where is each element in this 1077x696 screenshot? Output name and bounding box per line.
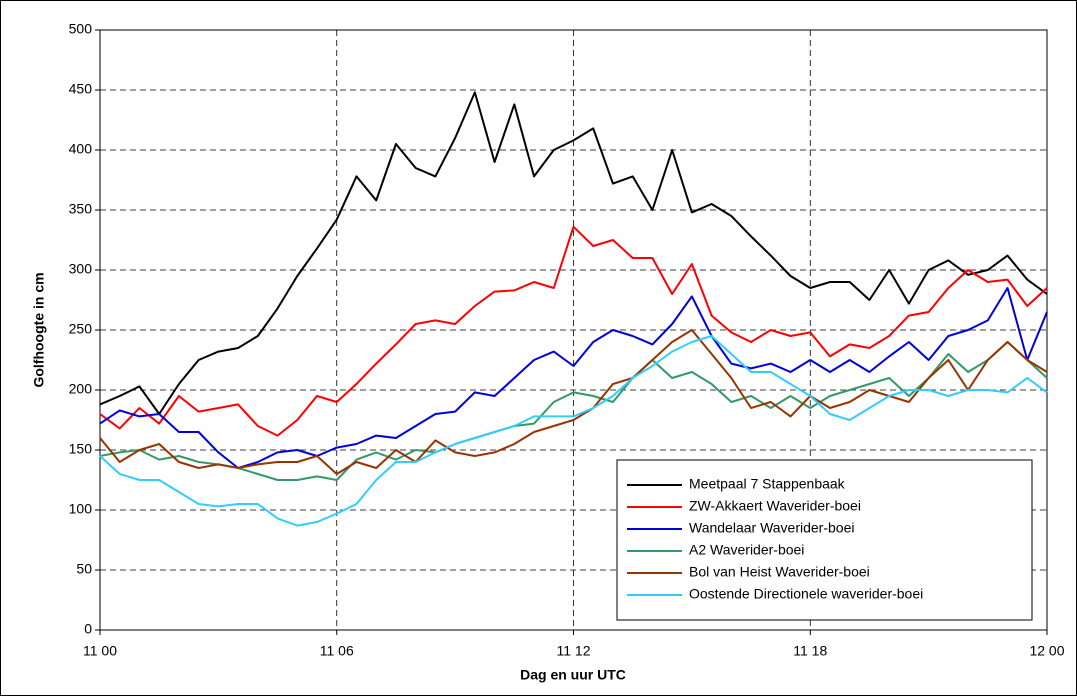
legend-label: Oostende Directionele waverider-boei <box>689 586 923 602</box>
y-axis-label: Golfhoogte in cm <box>31 272 47 387</box>
legend-box <box>616 459 1033 621</box>
y-tick-label: 450 <box>69 81 93 97</box>
y-tick-label: 300 <box>69 261 93 277</box>
series-line <box>99 91 1048 415</box>
series-line <box>99 335 1048 527</box>
series-line <box>99 341 1048 481</box>
legend-label: Bol van Heist Waverider-boei <box>689 564 870 580</box>
y-tick-label: 0 <box>84 621 92 637</box>
legend-label: Wandelaar Waverider-boei <box>689 520 854 536</box>
x-tick-label: 11 18 <box>793 643 827 659</box>
x-axis-label: Dag en uur UTC <box>520 667 626 683</box>
legend: Meetpaal 7 Stappenbaak ZW-Akkaert Waverid… <box>616 459 1033 621</box>
y-tick-label: 400 <box>69 141 93 157</box>
y-tick-label: 500 <box>69 21 93 37</box>
legend-label: ZW-Akkaert Waverider-boei <box>689 498 861 514</box>
series-line <box>99 287 1048 469</box>
x-tick-label: 11 06 <box>320 643 354 659</box>
x-tick-label: 11 00 <box>83 643 117 659</box>
y-tick-label: 250 <box>69 321 93 337</box>
y-tick-label: 200 <box>69 381 93 397</box>
x-tick-label: 11 12 <box>557 643 591 659</box>
y-tick-label: 50 <box>76 561 92 577</box>
legend-label: A2 Waverider-boei <box>689 542 804 558</box>
series-line <box>99 225 1048 437</box>
y-tick-label: 100 <box>69 501 93 517</box>
legend-label: Meetpaal 7 Stappenbaak <box>689 476 846 492</box>
y-tick-label: 350 <box>69 201 93 217</box>
y-tick-label: 150 <box>69 441 93 457</box>
x-tick-label: 12 00 <box>1029 643 1064 659</box>
